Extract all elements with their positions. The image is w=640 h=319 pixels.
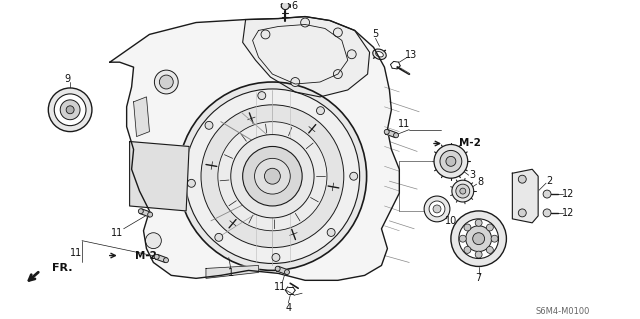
Circle shape xyxy=(285,270,289,275)
Text: 11: 11 xyxy=(70,248,82,257)
Circle shape xyxy=(261,30,270,39)
Circle shape xyxy=(486,247,493,253)
Circle shape xyxy=(460,188,466,194)
Circle shape xyxy=(452,180,474,202)
Circle shape xyxy=(48,88,92,132)
Text: 6: 6 xyxy=(291,1,298,11)
Circle shape xyxy=(475,219,482,226)
Text: 9: 9 xyxy=(64,74,70,84)
Circle shape xyxy=(154,254,159,259)
Circle shape xyxy=(475,251,482,258)
Text: 11: 11 xyxy=(111,228,123,238)
Circle shape xyxy=(272,254,280,261)
Text: 11: 11 xyxy=(398,119,410,129)
Circle shape xyxy=(215,234,223,241)
Circle shape xyxy=(459,219,499,258)
Ellipse shape xyxy=(376,52,383,57)
Circle shape xyxy=(543,209,551,217)
Circle shape xyxy=(264,168,280,184)
Polygon shape xyxy=(206,265,259,278)
Text: 13: 13 xyxy=(405,50,417,60)
Ellipse shape xyxy=(372,49,386,59)
Polygon shape xyxy=(134,97,150,137)
Circle shape xyxy=(301,18,310,27)
Circle shape xyxy=(138,209,143,214)
Circle shape xyxy=(394,133,399,138)
Circle shape xyxy=(456,184,470,198)
Text: FR.: FR. xyxy=(52,263,73,273)
Polygon shape xyxy=(156,255,167,263)
Text: 5: 5 xyxy=(372,29,379,40)
Circle shape xyxy=(54,94,86,126)
Circle shape xyxy=(440,151,462,172)
Circle shape xyxy=(349,172,358,180)
Circle shape xyxy=(466,226,492,252)
Text: 8: 8 xyxy=(477,177,484,187)
Circle shape xyxy=(178,82,367,271)
Text: 10: 10 xyxy=(445,216,457,226)
Circle shape xyxy=(433,205,441,213)
Circle shape xyxy=(243,146,302,206)
Polygon shape xyxy=(386,130,397,137)
Circle shape xyxy=(60,100,80,120)
Circle shape xyxy=(188,179,195,187)
Circle shape xyxy=(451,211,506,266)
Circle shape xyxy=(185,89,360,263)
Circle shape xyxy=(333,28,342,37)
Circle shape xyxy=(218,122,327,231)
Circle shape xyxy=(491,235,498,242)
Circle shape xyxy=(460,235,467,242)
Text: 3: 3 xyxy=(470,170,476,180)
Text: M-2: M-2 xyxy=(134,250,156,261)
Circle shape xyxy=(464,224,471,231)
Circle shape xyxy=(486,224,493,231)
Circle shape xyxy=(543,190,551,198)
Circle shape xyxy=(154,70,178,94)
Circle shape xyxy=(446,156,456,166)
Text: 4: 4 xyxy=(285,303,291,313)
Circle shape xyxy=(255,158,291,194)
Circle shape xyxy=(434,145,468,178)
Polygon shape xyxy=(243,17,369,97)
Circle shape xyxy=(145,233,161,249)
Circle shape xyxy=(66,106,74,114)
Text: 12: 12 xyxy=(562,189,574,199)
Circle shape xyxy=(464,247,471,253)
Text: M-2: M-2 xyxy=(459,138,481,148)
Text: 2: 2 xyxy=(546,176,552,186)
Circle shape xyxy=(429,201,445,217)
Text: 7: 7 xyxy=(476,273,482,283)
Text: 1: 1 xyxy=(228,268,234,278)
Circle shape xyxy=(159,75,173,89)
Circle shape xyxy=(384,130,389,134)
Circle shape xyxy=(258,92,266,100)
Circle shape xyxy=(327,228,335,236)
Circle shape xyxy=(473,233,484,245)
Text: 11: 11 xyxy=(274,282,287,292)
Circle shape xyxy=(231,135,314,218)
Circle shape xyxy=(424,196,450,222)
Polygon shape xyxy=(110,17,399,280)
Circle shape xyxy=(333,70,342,78)
Circle shape xyxy=(275,266,280,271)
Polygon shape xyxy=(140,209,151,217)
Text: S6M4-M0100: S6M4-M0100 xyxy=(536,307,590,315)
Circle shape xyxy=(518,175,526,183)
Text: 12: 12 xyxy=(562,208,574,218)
Polygon shape xyxy=(130,142,189,211)
Circle shape xyxy=(282,2,289,10)
Circle shape xyxy=(348,50,356,59)
Circle shape xyxy=(291,78,300,86)
Polygon shape xyxy=(277,266,288,274)
Circle shape xyxy=(201,105,344,248)
Circle shape xyxy=(518,209,526,217)
Polygon shape xyxy=(513,169,538,223)
Circle shape xyxy=(205,121,213,129)
Circle shape xyxy=(164,258,168,263)
Circle shape xyxy=(317,107,324,115)
Circle shape xyxy=(148,212,152,217)
